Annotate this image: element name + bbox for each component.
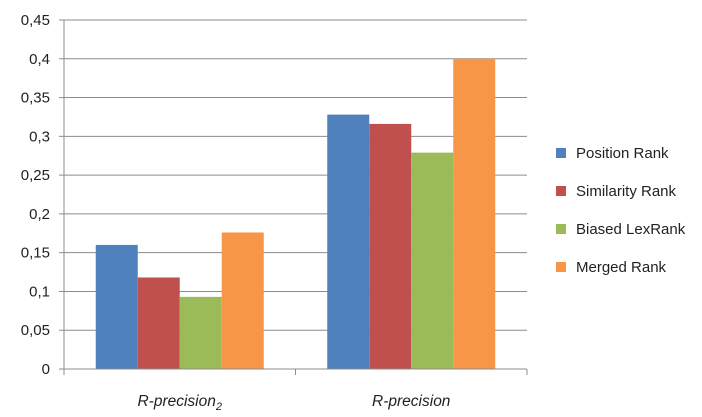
y-tick-label: 0,15 [21, 245, 50, 262]
x-category-label: R-precision2 [137, 393, 222, 412]
y-tick-label: 0,3 [29, 128, 50, 145]
bar [95, 244, 138, 369]
bar [137, 277, 180, 369]
bar [327, 114, 370, 370]
y-tick-label: 0 [42, 361, 50, 378]
legend-label: Similarity Rank [576, 183, 677, 200]
legend-label: Position Rank [576, 145, 669, 162]
y-tick-label: 0,25 [21, 167, 50, 184]
bar [411, 152, 454, 369]
legend-label: Biased LexRank [576, 221, 686, 238]
y-tick-label: 0,1 [29, 283, 50, 300]
y-tick-label: 0,2 [29, 206, 50, 223]
bar [369, 123, 412, 370]
bar [453, 58, 496, 370]
y-tick-label: 0,05 [21, 322, 50, 339]
bar [221, 232, 264, 369]
legend-swatch [556, 224, 566, 234]
bar [179, 296, 222, 369]
x-category-label: R-precision [372, 393, 450, 410]
axis-layer: 0 0,05 0,1 0,15 0,2 0,25 0,3 0,35 0,4 0,45 R-preci… [21, 12, 528, 413]
legend: Position Rank Similarity Rank Biased LexRa… [556, 145, 686, 276]
y-tick-label: 0,4 [29, 51, 50, 68]
y-tick-label: 0,45 [21, 12, 50, 29]
bars-layer [95, 58, 496, 370]
legend-swatch [556, 186, 566, 196]
legend-swatch [556, 148, 566, 158]
legend-label: Merged Rank [576, 259, 667, 276]
legend-swatch [556, 262, 566, 272]
y-tick-label: 0,35 [21, 90, 50, 107]
